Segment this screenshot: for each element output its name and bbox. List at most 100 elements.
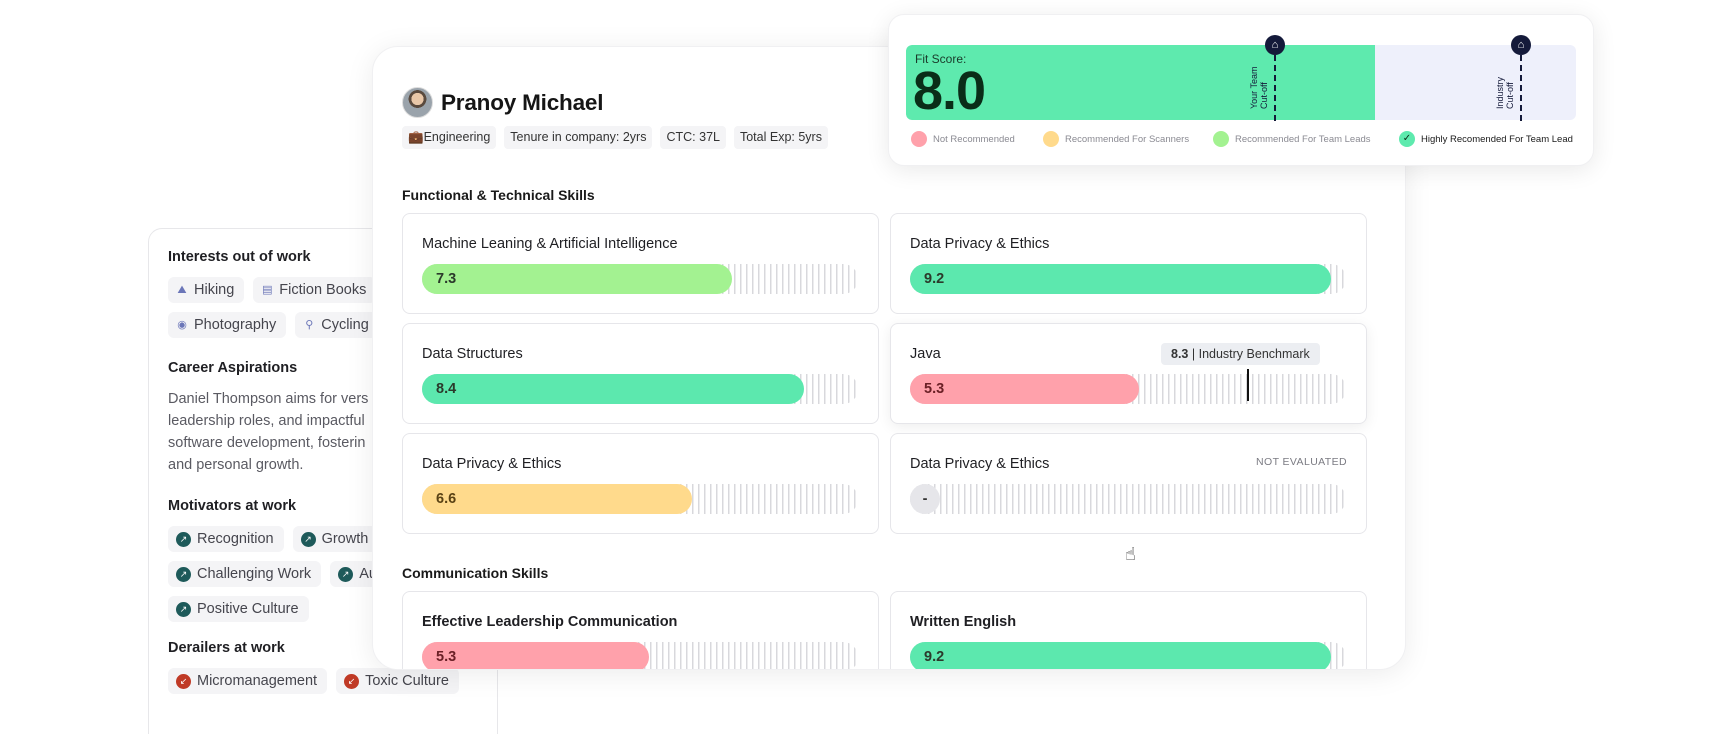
- legend-label: Recommended For Team Leads: [1235, 133, 1371, 145]
- camera-icon: ◉: [177, 319, 187, 331]
- skill-name: Java: [910, 346, 941, 362]
- arrow-up-right-icon: ↗: [176, 566, 191, 582]
- skill-bar: -: [910, 484, 1346, 514]
- legend-label: Not Recommended: [933, 133, 1015, 145]
- functional-skills-title: Functional & Technical Skills: [402, 187, 595, 203]
- skill-bar-fill: 5.3: [422, 642, 649, 669]
- motivators-section: Motivators at work ↗ Recognition ↗ Growth …: [168, 498, 478, 622]
- skill-bar: 5.3: [422, 642, 858, 669]
- legend-item: Recommended For Team Leads: [1213, 131, 1399, 147]
- benchmark-value: 8.3: [1171, 347, 1189, 361]
- derailer-chip: ↙ Micromanagement: [168, 668, 328, 694]
- aspirations-section: Career Aspirations Daniel Thompson aims …: [168, 360, 478, 476]
- skill-bar: 9.2: [910, 642, 1346, 669]
- candidate-name: Pranoy Michael: [441, 89, 604, 115]
- derailer-chip: ↙ Toxic Culture: [336, 668, 459, 694]
- skill-card[interactable]: Machine Leaning & Artificial Intelligenc…: [402, 213, 879, 314]
- industry-cutoff-label: Industry Cut-off: [1495, 76, 1515, 109]
- aspirations-text: Daniel Thompson aims for vers leadership…: [168, 388, 383, 476]
- chip-label: Growth: [321, 531, 369, 547]
- skill-card[interactable]: Data Privacy & Ethics NOT EVALUATED -: [890, 433, 1367, 534]
- legend-label: Highly Recomended For Team Lead: [1421, 133, 1573, 145]
- chip-label: Challenging Work: [197, 566, 312, 582]
- aspiration-line: Daniel Thompson aims for vers: [168, 391, 369, 407]
- arrow-up-right-icon: ↗: [176, 531, 191, 547]
- ctc-badge: CTC: 37L: [660, 126, 726, 149]
- skill-card[interactable]: Data Structures 8.4: [402, 323, 879, 424]
- skill-bar: 7.3: [422, 264, 858, 294]
- communication-skills-title: Communication Skills: [402, 565, 549, 581]
- fit-legend: Not Recommended Recommended For Scanners…: [911, 131, 1573, 147]
- aspiration-line: and personal growth.: [168, 457, 304, 473]
- chip-label: Micromanagement: [197, 673, 318, 689]
- aspiration-line: leadership roles, and impactful: [168, 413, 365, 429]
- lock-icon: ⌂: [1511, 35, 1531, 55]
- chip-label: Toxic Culture: [365, 673, 449, 689]
- legend-dot: [1213, 131, 1229, 147]
- briefcase-icon: 💼: [408, 130, 424, 144]
- derailers-title: Derailers at work: [168, 640, 285, 656]
- chip-label: Fiction Books: [279, 282, 367, 298]
- team-cutoff-label: Your Team Cut-off: [1249, 66, 1269, 109]
- skill-name: Machine Leaning & Artificial Intelligenc…: [422, 236, 678, 252]
- skill-bar-fill: 6.6: [422, 484, 693, 514]
- motivator-chip: ↗ Positive Culture: [168, 596, 309, 622]
- arrow-up-right-icon: ↗: [338, 566, 354, 582]
- legend-item: Recommended For Scanners: [1043, 131, 1213, 147]
- skill-bar: 6.6: [422, 484, 858, 514]
- skill-card[interactable]: Java 8.3 | Industry Benchmark 5.3: [890, 323, 1367, 424]
- department-badge: 💼Engineering: [402, 126, 497, 149]
- skill-bar-fill: 9.2: [910, 264, 1331, 294]
- profile-header: Pranoy Michael 💼Engineering Tenure in co…: [402, 87, 828, 149]
- avatar: [402, 87, 433, 118]
- fit-score-fill: [906, 45, 1375, 120]
- skill-bar-fill: 8.4: [422, 374, 804, 404]
- arrow-down-left-icon: ↙: [176, 673, 191, 689]
- skill-name: Data Structures: [422, 346, 523, 362]
- skill-name: Data Privacy & Ethics: [422, 456, 562, 472]
- chip-label: Cycling: [321, 317, 369, 333]
- skill-card[interactable]: Data Privacy & Ethics 6.6: [402, 433, 879, 534]
- skill-bar: 5.3: [910, 374, 1346, 404]
- benchmark-tooltip: 8.3 | Industry Benchmark: [1161, 343, 1320, 365]
- skill-name: Written English: [910, 614, 1017, 630]
- not-evaluated-label: NOT EVALUATED: [1256, 456, 1347, 468]
- candidate-skills-card: Pranoy Michael 💼Engineering Tenure in co…: [372, 46, 1406, 670]
- team-cutoff-line: [1274, 55, 1276, 121]
- cycling-icon: ⚲: [305, 319, 314, 331]
- skill-bar-fill: 9.2: [910, 642, 1331, 669]
- books-icon: ▤: [262, 284, 273, 296]
- chip-label: Positive Culture: [197, 601, 299, 617]
- skill-card[interactable]: Data Privacy & Ethics 9.2: [890, 213, 1367, 314]
- department-label: Engineering: [423, 130, 491, 144]
- interest-chip: ▤ Fiction Books: [253, 277, 377, 303]
- skill-bar-fill: 7.3: [422, 264, 732, 294]
- fit-score-bar: Fit Score: 8.0: [906, 45, 1576, 120]
- skill-empty-score: -: [910, 484, 940, 514]
- skill-bar: 8.4: [422, 374, 858, 404]
- skill-name: Data Privacy & Ethics: [910, 456, 1050, 472]
- hiking-icon: ⛰: [177, 284, 187, 296]
- legend-dot: [1043, 131, 1059, 147]
- hand-cursor-icon: ☝: [1125, 544, 1136, 564]
- lock-icon: ⌂: [1265, 35, 1285, 55]
- benchmark-marker: [1247, 369, 1249, 401]
- skill-card[interactable]: Written English 9.2: [890, 591, 1367, 669]
- skill-name: Data Privacy & Ethics: [910, 236, 1050, 252]
- tenure-badge: Tenure in company: 2yrs: [504, 126, 653, 149]
- fit-score-label: Fit Score:: [915, 52, 967, 66]
- skill-bar-fill: 5.3: [910, 374, 1139, 404]
- arrow-up-right-icon: ↗: [300, 531, 316, 547]
- motivator-chip: ↗ Challenging Work: [168, 561, 322, 587]
- skill-card[interactable]: Effective Leadership Communication 5.3: [402, 591, 879, 669]
- arrow-up-right-icon: ↗: [176, 601, 191, 617]
- interest-chip: ◉ Photography: [168, 312, 287, 338]
- skill-name: Effective Leadership Communication: [422, 614, 678, 630]
- chip-label: Photography: [194, 317, 277, 333]
- aspiration-line: software development, fosterin: [168, 435, 366, 451]
- interests-title: Interests out of work: [168, 249, 311, 265]
- aspirations-title: Career Aspirations: [168, 360, 298, 376]
- experience-badge: Total Exp: 5yrs: [733, 126, 828, 149]
- skill-bar: 9.2: [910, 264, 1346, 294]
